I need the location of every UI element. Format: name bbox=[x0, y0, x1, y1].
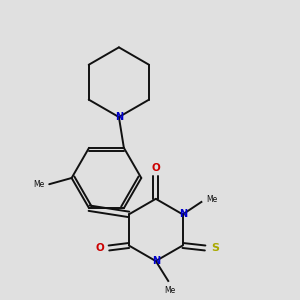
Text: Me: Me bbox=[206, 195, 218, 204]
Text: N: N bbox=[115, 112, 123, 122]
Text: O: O bbox=[152, 163, 160, 173]
Text: Me: Me bbox=[33, 180, 44, 189]
Text: N: N bbox=[179, 209, 187, 219]
Text: N: N bbox=[152, 256, 160, 266]
Text: S: S bbox=[211, 243, 219, 253]
Text: O: O bbox=[96, 243, 105, 253]
Text: Me: Me bbox=[164, 286, 175, 295]
